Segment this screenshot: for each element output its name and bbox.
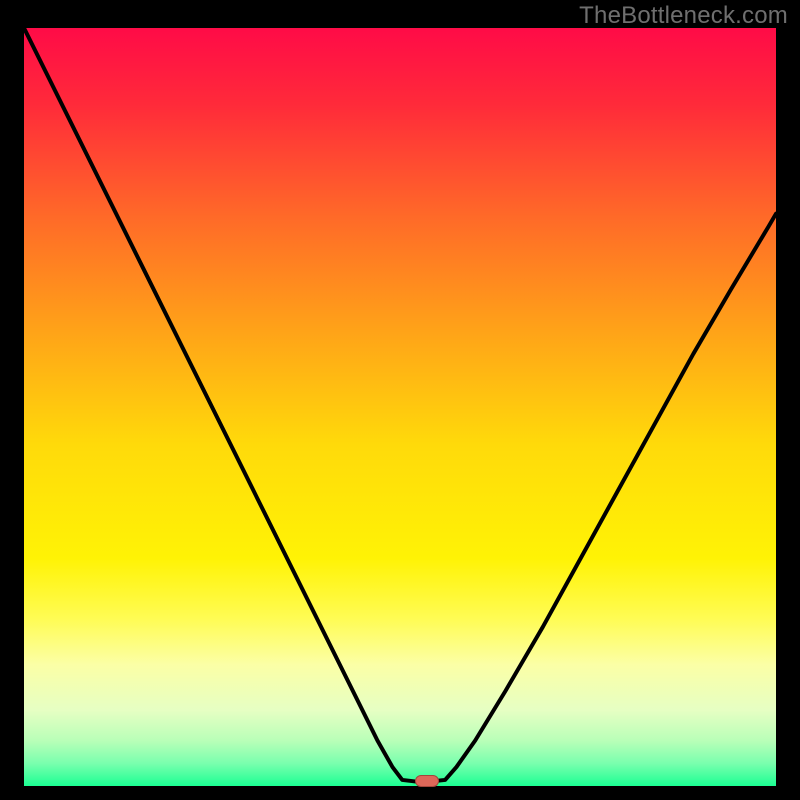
- chart-stage: TheBottleneck.com: [0, 0, 800, 800]
- plot-area: [24, 28, 776, 786]
- v-curve-path: [24, 28, 776, 781]
- min-marker: [415, 775, 439, 787]
- curve-svg: [24, 28, 776, 786]
- watermark-text: TheBottleneck.com: [579, 2, 788, 30]
